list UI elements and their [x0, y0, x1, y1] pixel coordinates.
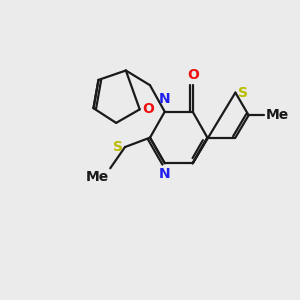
Text: S: S — [112, 140, 123, 154]
Text: Me: Me — [266, 108, 289, 122]
Text: O: O — [187, 68, 199, 82]
Text: N: N — [159, 167, 170, 181]
Text: S: S — [238, 85, 248, 100]
Text: O: O — [142, 102, 154, 116]
Text: N: N — [158, 92, 170, 106]
Text: Me: Me — [85, 170, 109, 184]
